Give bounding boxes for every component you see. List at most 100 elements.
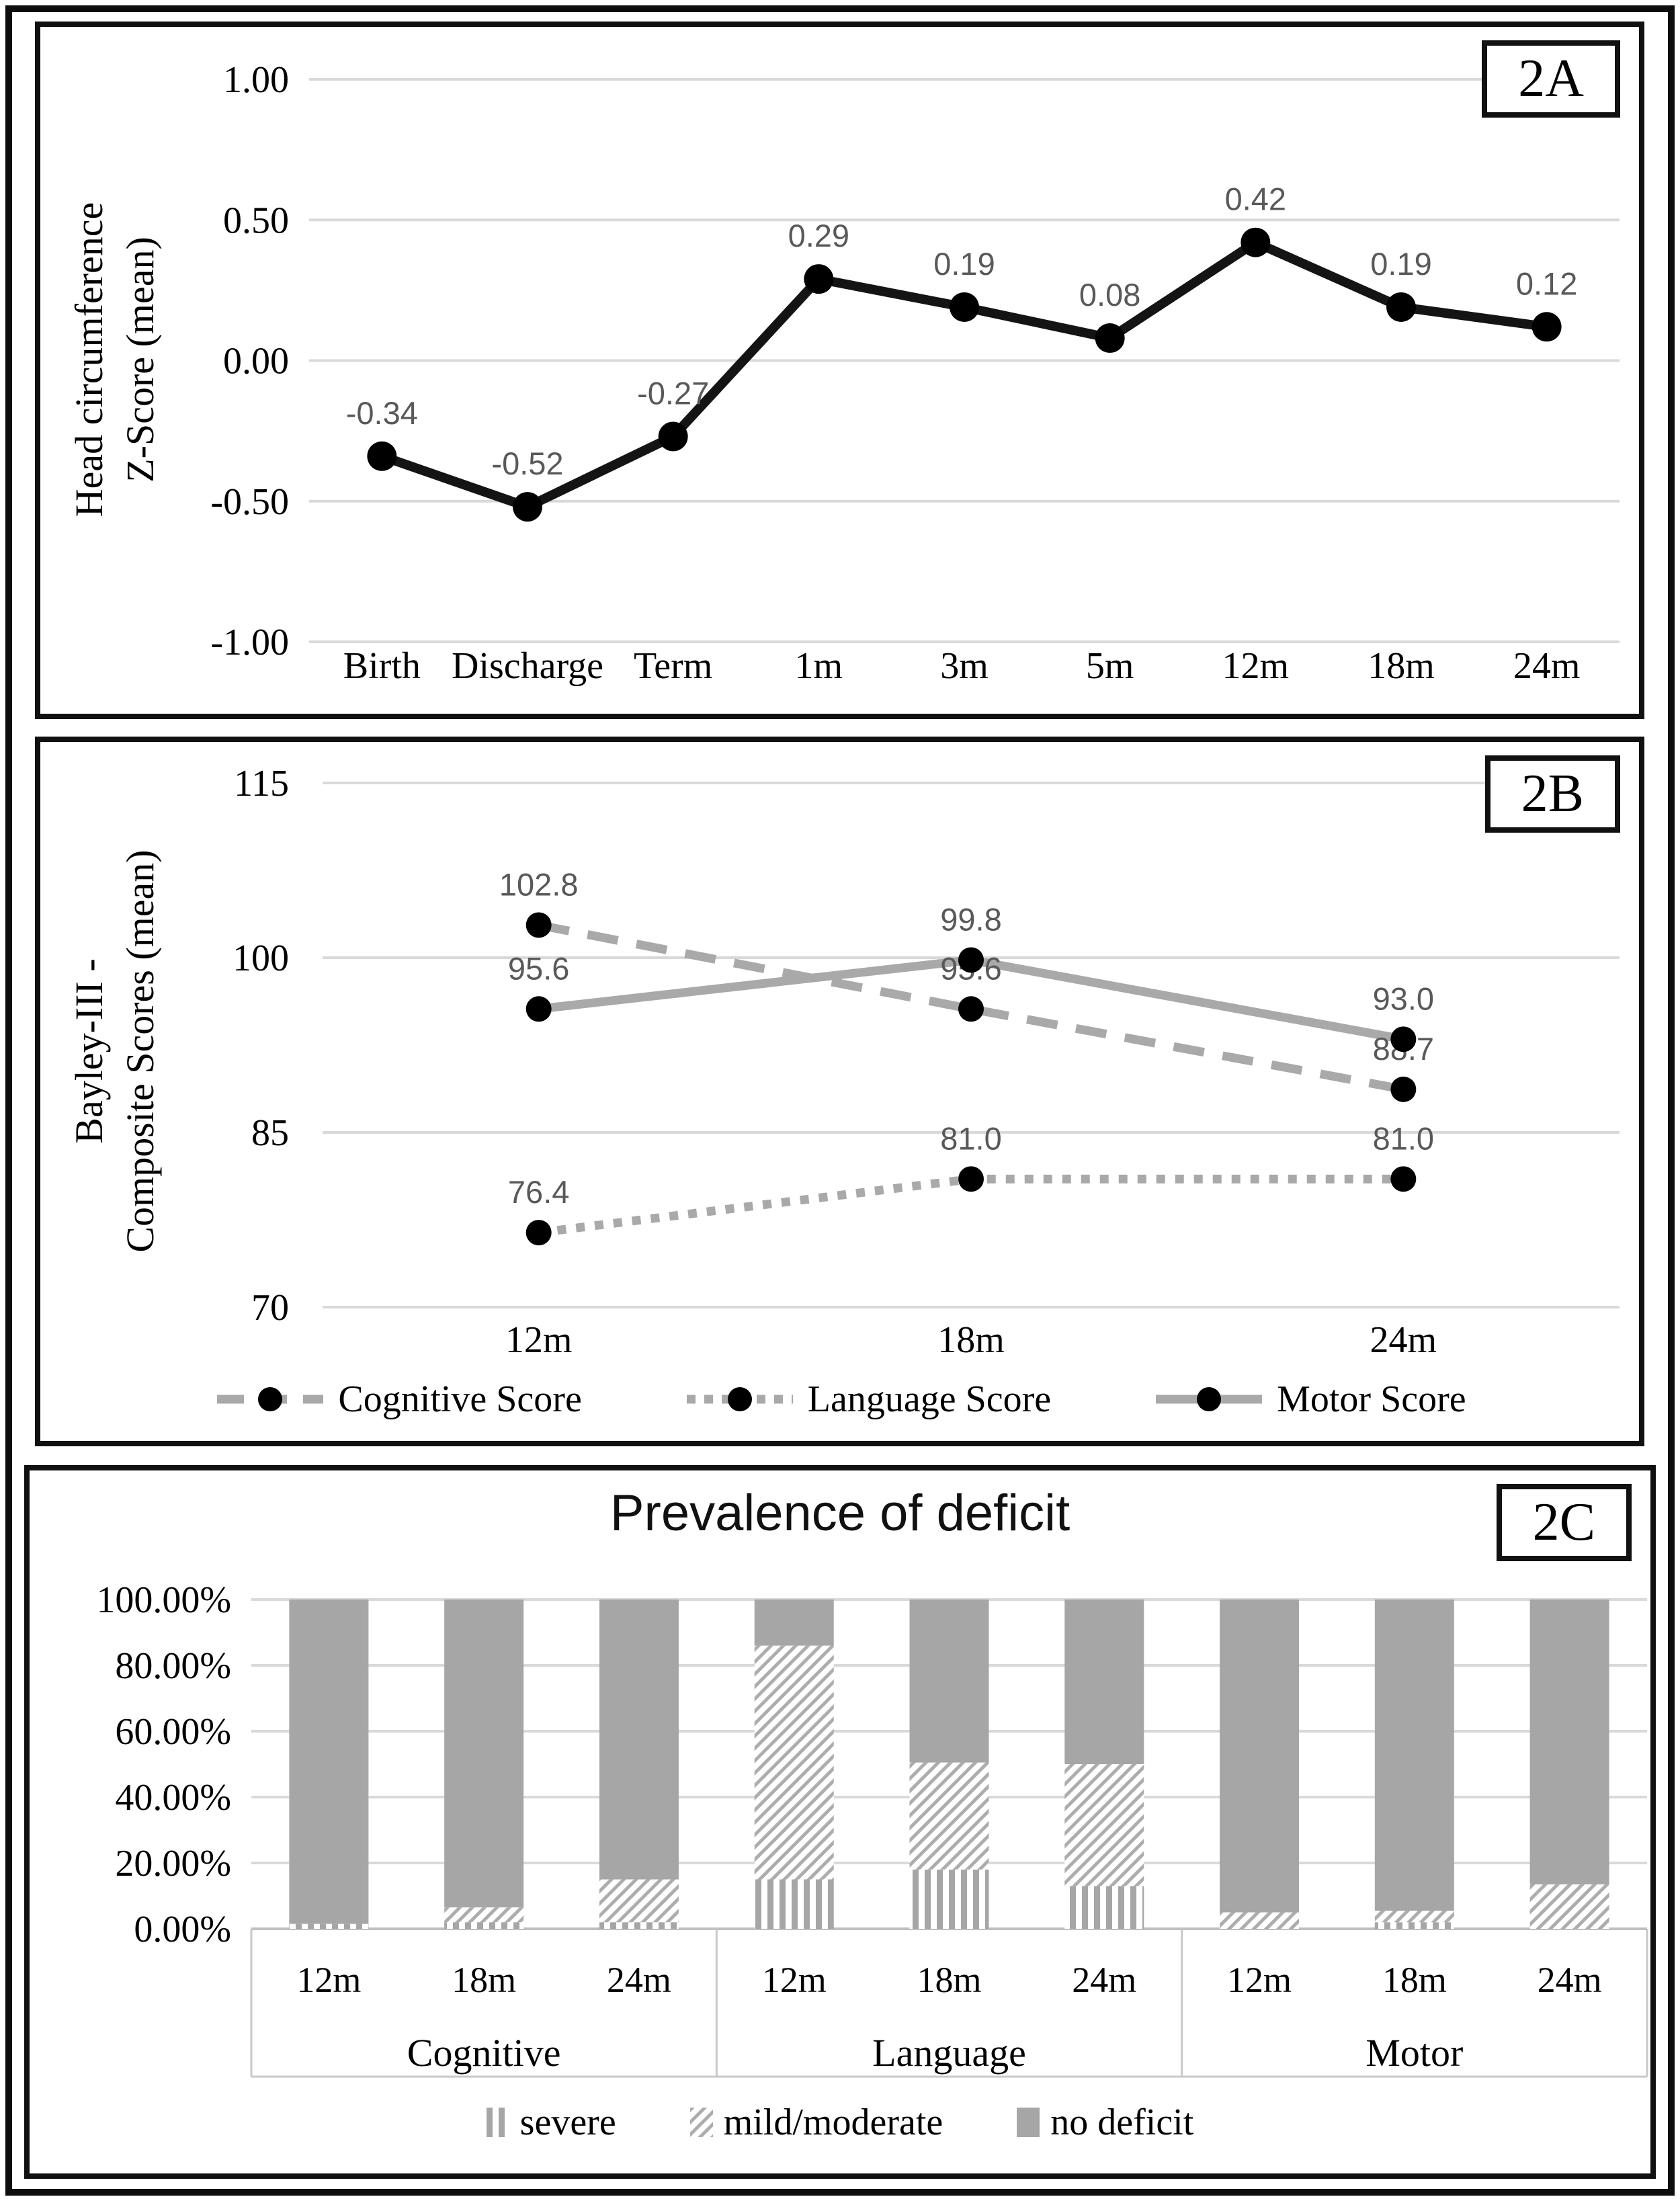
x-category-label: 3m — [940, 645, 989, 687]
panel-2b: 2B Bayley-III - Composite Scores (mean) … — [35, 737, 1644, 1446]
bar-segment-severe — [599, 1922, 679, 1929]
legend-label-motor-score: Motor Score — [1277, 1378, 1466, 1420]
x-bar-label: 24m — [1072, 1960, 1136, 2000]
data-label: 95.6 — [508, 950, 569, 986]
data-label: 0.29 — [788, 218, 849, 253]
stacked-bar-chart-2c: 100.00% 80.00% 60.00% 40.00% 20.00% 0.00% 12m 1… — [96, 1579, 1648, 2078]
data-point — [1241, 227, 1271, 257]
x-category-label: Birth — [343, 645, 421, 687]
x-category-label: 12m — [1222, 645, 1290, 687]
y-tick-label: 0.50 — [223, 200, 289, 241]
legend-label-mild-moderate: mild/moderate — [723, 2102, 943, 2143]
y-tick-label: -0.50 — [210, 481, 289, 523]
chart-title-2c: Prevalence of deficit — [610, 1485, 1070, 1542]
bar-segment-no_deficit — [909, 1600, 989, 1763]
y-tick-label: -1.00 — [210, 622, 289, 663]
x-bar-label: 18m — [452, 1960, 516, 2000]
bar-segment-no_deficit — [754, 1600, 834, 1646]
cognitive-dashed-line-sample — [217, 1387, 324, 1411]
bar-segment-severe — [754, 1879, 834, 1929]
data-point — [950, 292, 979, 322]
bar-segment-no_deficit — [289, 1600, 369, 1924]
x-bar-label: 18m — [1382, 1960, 1447, 2000]
mild-moderate-pattern-swatch — [689, 2108, 713, 2137]
x-category-label: 18m — [1368, 645, 1435, 687]
data-label: 99.8 — [940, 901, 1001, 937]
legend-2c: severe mild/moderate no deficit — [30, 2101, 1650, 2144]
data-point — [1390, 1076, 1417, 1102]
data-label: 0.19 — [933, 246, 995, 282]
data-label: 81.0 — [1373, 1120, 1434, 1156]
bar-segment-no_deficit — [1374, 1600, 1454, 1911]
legend-label-cognitive-score: Cognitive Score — [338, 1378, 582, 1420]
legend-item-mild-moderate: mild/moderate — [689, 2101, 943, 2144]
legend-item-no-deficit: no deficit — [1017, 2101, 1193, 2144]
x-bar-label: 12m — [762, 1960, 827, 2000]
bar-segment-severe — [1064, 1886, 1144, 1929]
data-point — [1390, 1026, 1417, 1052]
x-bar-label: 24m — [1538, 1960, 1602, 2000]
bar-segment-mild_moderate — [1220, 1912, 1300, 1929]
y-tick-label: 100.00% — [96, 1579, 231, 1621]
y-tick-label: 20.00% — [115, 1843, 231, 1884]
data-label: 102.8 — [499, 866, 579, 902]
x-bar-label: 12m — [296, 1960, 361, 2000]
legend-2b: Cognitive Score Language Score Motor Sco… — [40, 1378, 1639, 1421]
line-chart-2b: 115100857012m18m24m102.895.688.776.481.0… — [233, 763, 1620, 1361]
data-label: 0.42 — [1225, 181, 1286, 217]
data-point — [958, 1166, 984, 1192]
bar-segment-no_deficit — [1529, 1600, 1609, 1884]
y-tick-label: 0.00% — [134, 1909, 231, 1950]
no-deficit-swatch — [1017, 2108, 1040, 2137]
panel-tag-2b: 2B — [1484, 755, 1620, 833]
bar-segment-mild_moderate — [444, 1907, 524, 1923]
data-point — [1390, 1166, 1417, 1192]
legend-item-language-score: Language Score — [683, 1378, 1051, 1421]
legend-item-severe: severe — [486, 2101, 616, 2144]
data-point — [526, 996, 552, 1022]
panel-2a: 2A Head circumference Z-Score (mean) 1.0… — [35, 22, 1644, 719]
y-tick-label: 80.00% — [115, 1645, 231, 1687]
bar-segment-severe — [444, 1922, 524, 1929]
bar-segment-no_deficit — [444, 1600, 524, 1908]
data-label: 0.12 — [1516, 265, 1577, 301]
bar-segment-mild_moderate — [1374, 1911, 1454, 1923]
x-category-label: 18m — [937, 1319, 1005, 1361]
y-tick-label: 60.00% — [115, 1711, 231, 1753]
bar-segment-no_deficit — [1220, 1600, 1300, 1913]
data-label: 0.19 — [1370, 246, 1431, 282]
data-point — [658, 421, 688, 452]
bar-segment-severe — [909, 1869, 989, 1929]
data-label: 93.0 — [1373, 981, 1434, 1016]
bar-segment-no_deficit — [1064, 1600, 1144, 1764]
data-label: 0.08 — [1079, 277, 1140, 313]
x-group-label: Motor — [1366, 2031, 1463, 2075]
x-category-label: 12m — [505, 1319, 573, 1361]
bar-segment-mild_moderate — [599, 1879, 679, 1923]
data-point — [1095, 323, 1125, 354]
line-chart-2a: 1.00 0.50 0.00 -0.50 -1.00 Birth Discharge Term… — [210, 59, 1620, 687]
data-point — [526, 912, 552, 938]
data-point — [1386, 292, 1416, 322]
data-label: 81.0 — [940, 1120, 1001, 1156]
y-axis-title-2a-line2: Z-Score (mean) — [118, 237, 162, 483]
y-axis-title-2b: Bayley-III - Composite Scores (mean) — [64, 782, 185, 1320]
bar-segment-severe — [1374, 1922, 1454, 1929]
x-group-label: Language — [872, 2031, 1026, 2075]
x-category-label: Term — [634, 645, 712, 687]
x-category-label: 1m — [795, 645, 843, 687]
panel-tag-2a: 2A — [1482, 40, 1620, 118]
bar-segment-severe — [289, 1923, 369, 1929]
data-point — [958, 947, 984, 973]
x-category-label: Discharge — [452, 645, 603, 687]
y-tick-label: 40.00% — [115, 1777, 231, 1819]
x-category-label: 24m — [1513, 645, 1581, 687]
severe-pattern-swatch — [486, 2108, 509, 2137]
data-point — [804, 264, 834, 294]
bar-segment-mild_moderate — [754, 1645, 834, 1880]
x-bar-label: 12m — [1227, 1960, 1292, 2000]
bar-segment-mild_moderate — [909, 1762, 989, 1870]
legend-item-cognitive-score: Cognitive Score — [213, 1378, 582, 1421]
data-label: 76.4 — [508, 1174, 569, 1210]
